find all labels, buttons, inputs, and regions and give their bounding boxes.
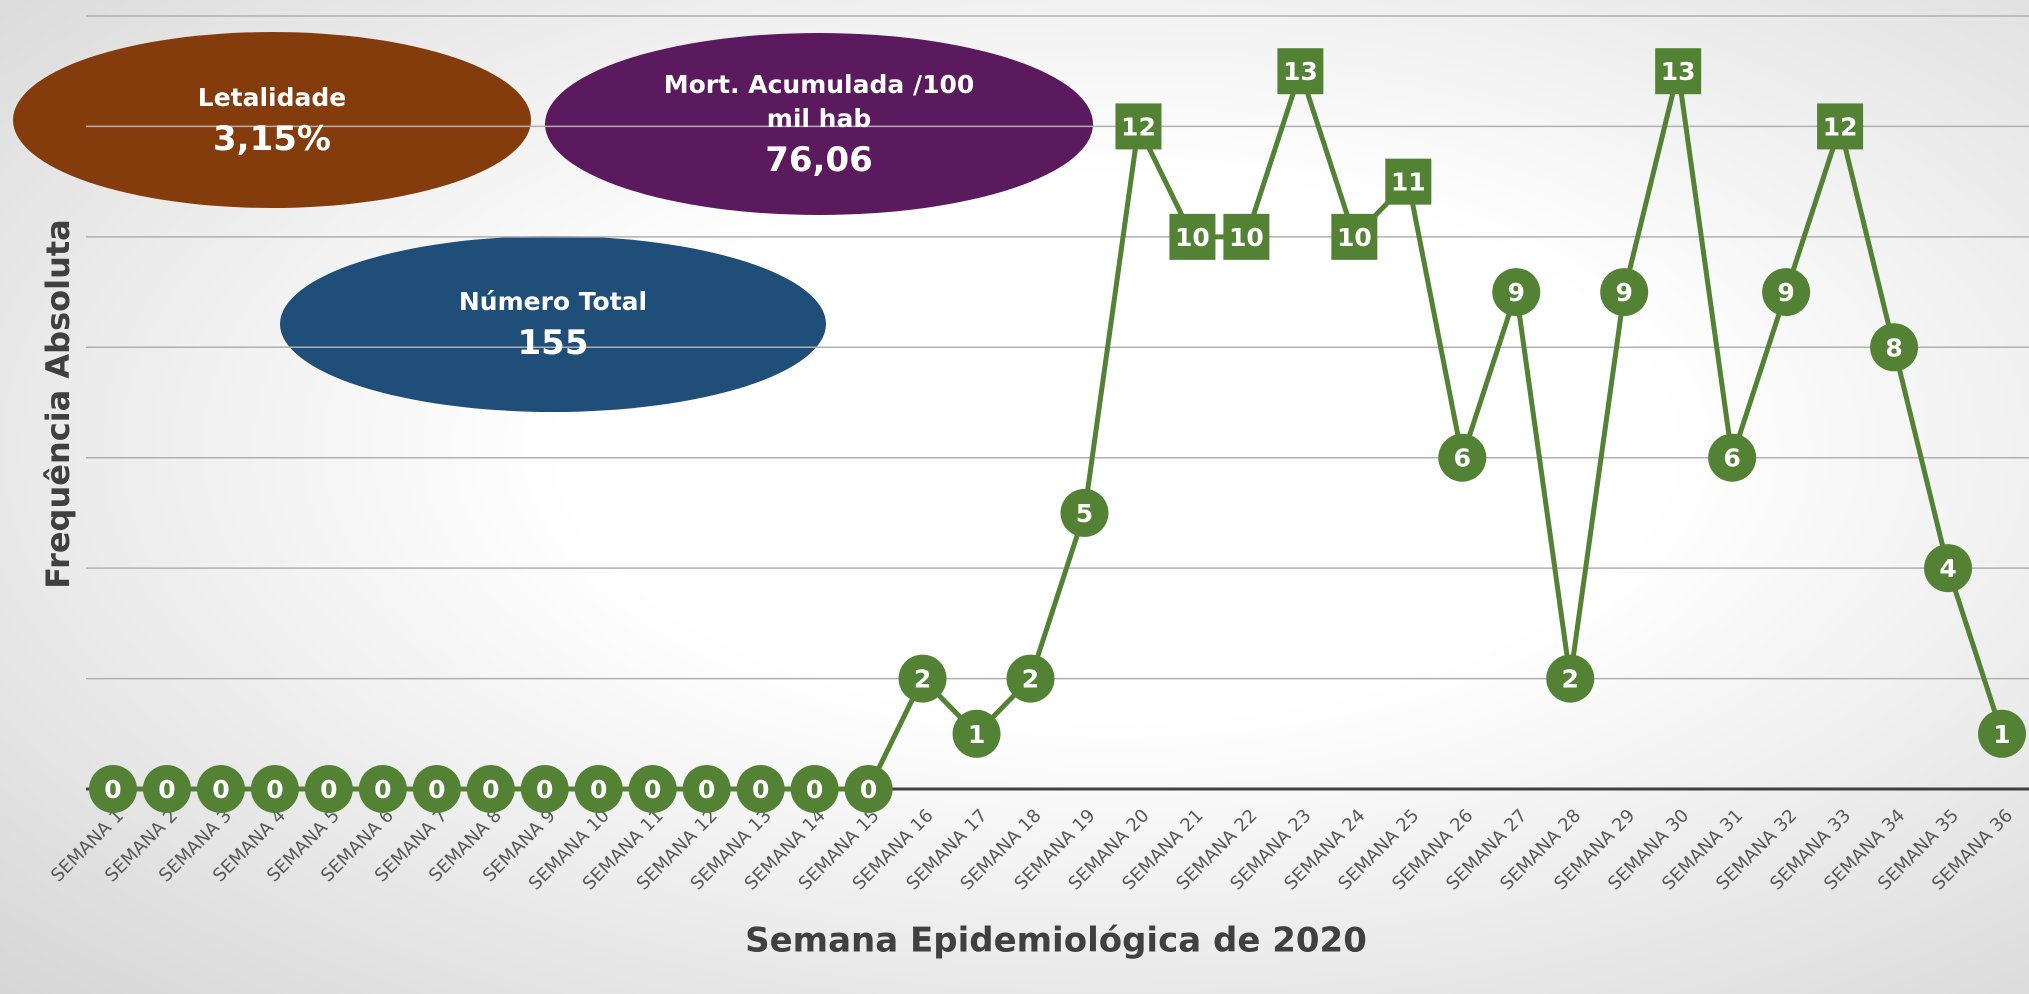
marker — [1438, 433, 1487, 482]
x-axis-title: Semana Epidemiológica de 2020 — [745, 921, 1367, 961]
marker — [358, 765, 407, 813]
data-label: 2 — [914, 665, 931, 694]
data-label: 10 — [1229, 223, 1264, 252]
marker — [1223, 213, 1270, 260]
annotation: Letalidade 3,15% — [72, 81, 472, 159]
marker — [1492, 268, 1541, 317]
marker — [952, 709, 1001, 758]
marker — [736, 765, 785, 813]
data-label: 8 — [1885, 333, 1902, 362]
data-label: 0 — [104, 775, 121, 804]
annotation: Número Total 155 — [353, 285, 753, 363]
marker — [1600, 268, 1649, 317]
marker — [1546, 654, 1595, 703]
marker — [1924, 544, 1973, 593]
data-label: 5 — [1076, 499, 1093, 528]
data-label: 0 — [752, 775, 769, 804]
data-label: 0 — [212, 775, 229, 804]
marker — [1817, 103, 1864, 150]
annotation-label: Letalidade — [197, 83, 347, 112]
marker — [1331, 213, 1378, 260]
marker — [250, 765, 299, 813]
data-label: 0 — [158, 775, 175, 804]
data-label: 0 — [644, 775, 661, 804]
marker — [1655, 48, 1702, 95]
data-label: 10 — [1337, 223, 1372, 252]
marker — [412, 765, 461, 813]
marker — [1385, 158, 1432, 205]
annotation-value: 3,15% — [213, 119, 331, 159]
data-label: 13 — [1283, 57, 1318, 86]
data-label: 2 — [1562, 665, 1579, 694]
marker — [1708, 433, 1757, 482]
data-label: 9 — [1616, 278, 1633, 307]
marker — [1169, 213, 1216, 260]
data-label: 6 — [1723, 444, 1740, 473]
data-label: 0 — [806, 775, 823, 804]
data-label: 4 — [1939, 554, 1956, 583]
data-label: 1 — [968, 720, 985, 749]
data-label: 11 — [1391, 168, 1426, 197]
data-label: 0 — [698, 775, 715, 804]
marker — [790, 765, 839, 813]
annotation-value: 155 — [517, 323, 589, 363]
marker — [1870, 323, 1919, 372]
annotation-label: Número Total — [458, 287, 648, 316]
marker — [1978, 709, 2027, 758]
data-label: 12 — [1121, 112, 1156, 141]
data-label: 0 — [320, 775, 337, 804]
marker — [142, 765, 191, 813]
data-label: 9 — [1508, 278, 1525, 307]
marker — [1060, 488, 1109, 537]
data-label: 0 — [374, 775, 391, 804]
data-label: 0 — [860, 775, 877, 804]
marker — [304, 765, 353, 813]
annotation: Mort. Acumulada /100 mil hab 76,06 — [649, 68, 989, 180]
marker — [196, 765, 245, 813]
marker — [1115, 103, 1162, 150]
marker — [628, 765, 677, 813]
annotation-ellipse — [545, 33, 1093, 215]
data-label: 13 — [1661, 57, 1696, 86]
annotation-label: Mort. Acumulada /100 mil hab — [663, 70, 975, 133]
data-label: 2 — [1022, 665, 1039, 694]
data-label: 0 — [536, 775, 553, 804]
marker — [844, 765, 893, 813]
annotation-value: 76,06 — [765, 140, 873, 180]
marker — [466, 765, 515, 813]
marker — [1762, 268, 1811, 317]
marker — [898, 654, 947, 703]
data-label: 0 — [428, 775, 445, 804]
data-label: 0 — [266, 775, 283, 804]
marker — [1006, 654, 1055, 703]
data-label: 0 — [482, 775, 499, 804]
data-label: 9 — [1777, 278, 1794, 307]
data-label: 1 — [1993, 720, 2010, 749]
data-label: 6 — [1454, 444, 1471, 473]
marker — [88, 765, 137, 813]
data-label: 12 — [1823, 112, 1858, 141]
annotation-ellipse — [280, 236, 826, 412]
data-label: 10 — [1175, 223, 1210, 252]
marker — [520, 765, 569, 813]
marker — [682, 765, 731, 813]
marker — [574, 765, 623, 813]
y-axis-title: Frequência Absoluta — [39, 219, 77, 588]
data-label: 0 — [590, 775, 607, 804]
marker — [1277, 48, 1324, 95]
annotation-ellipse — [13, 32, 531, 208]
